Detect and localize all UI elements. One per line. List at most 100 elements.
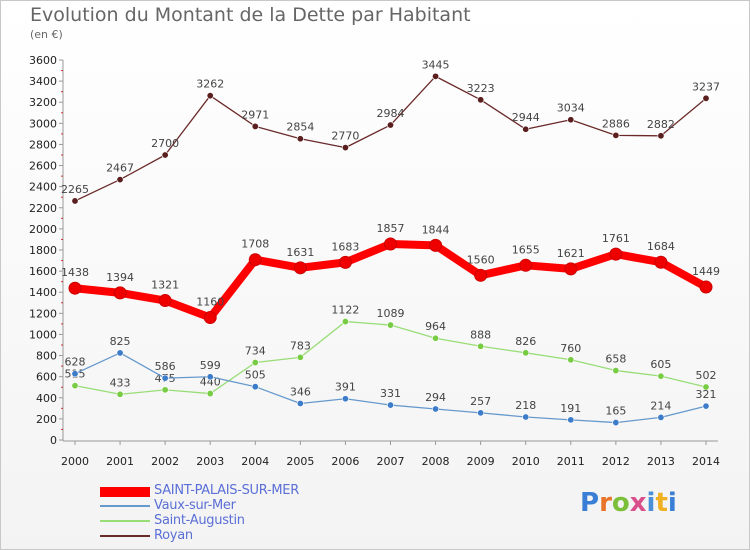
data-label: 2770 xyxy=(331,130,359,143)
data-point xyxy=(429,238,443,252)
data-label: 2265 xyxy=(61,183,89,196)
x-tick-label: 2001 xyxy=(106,455,134,468)
data-label: 826 xyxy=(515,335,536,348)
data-point xyxy=(567,116,575,124)
data-point xyxy=(657,132,665,140)
data-label: 2971 xyxy=(241,108,269,121)
x-tick-label: 2013 xyxy=(647,455,675,468)
x-tick-label: 2002 xyxy=(151,455,179,468)
data-label: 433 xyxy=(110,376,131,389)
chart-unit-label: (en €) xyxy=(30,28,63,41)
y-tick-label: 3600 xyxy=(29,54,57,67)
data-point xyxy=(386,401,394,409)
x-tick-label: 2005 xyxy=(286,455,314,468)
data-point xyxy=(699,280,713,294)
data-point xyxy=(432,405,440,413)
legend-swatch xyxy=(100,505,150,507)
legend-swatch xyxy=(100,487,150,497)
data-label: 1761 xyxy=(602,232,630,245)
data-point xyxy=(341,395,349,403)
legend-swatch xyxy=(100,520,150,522)
legend-label: SAINT-PALAIS-SUR-MER xyxy=(154,483,299,498)
proxiti-logo: Proxiti xyxy=(580,488,677,518)
y-tick-label: 1600 xyxy=(29,265,57,278)
y-tick-label: 400 xyxy=(36,392,57,405)
data-point xyxy=(702,94,710,102)
data-label: 1655 xyxy=(512,243,540,256)
data-label: 214 xyxy=(650,399,671,412)
data-label: 257 xyxy=(470,395,491,408)
x-tick-label: 2003 xyxy=(196,455,224,468)
data-label: 294 xyxy=(425,391,446,404)
y-tick-label: 3400 xyxy=(29,75,57,88)
data-label: 3223 xyxy=(467,82,495,95)
x-tick-label: 2007 xyxy=(377,455,405,468)
data-point xyxy=(206,373,214,381)
y-tick-label: 600 xyxy=(36,371,57,384)
x-tick-label: 2006 xyxy=(331,455,359,468)
data-point xyxy=(474,268,488,282)
data-point xyxy=(477,409,485,417)
logo-letter: i xyxy=(646,488,656,518)
data-label: 783 xyxy=(290,339,311,352)
data-point xyxy=(296,353,304,361)
data-point xyxy=(612,419,620,427)
data-label: 2700 xyxy=(151,137,179,150)
x-tick-label: 2000 xyxy=(61,455,89,468)
y-tick-label: 1800 xyxy=(29,244,57,257)
data-label: 2882 xyxy=(647,118,675,131)
data-point xyxy=(567,416,575,424)
data-label: 1683 xyxy=(331,240,359,253)
data-point xyxy=(296,135,304,143)
data-point xyxy=(71,370,79,378)
data-label: 3237 xyxy=(692,80,720,93)
data-label: 658 xyxy=(605,353,626,366)
x-tick-label: 2014 xyxy=(692,455,720,468)
logo-letter: P xyxy=(580,488,600,518)
logo-letter: x xyxy=(629,488,647,518)
x-tick-label: 2008 xyxy=(422,455,450,468)
data-point xyxy=(657,372,665,380)
x-tick-label: 2012 xyxy=(602,455,630,468)
y-tick-label: 2800 xyxy=(29,138,57,151)
data-point xyxy=(702,402,710,410)
y-tick-label: 1400 xyxy=(29,286,57,299)
data-point xyxy=(206,390,214,398)
data-point xyxy=(161,386,169,394)
data-point xyxy=(609,247,623,261)
data-point xyxy=(248,253,262,267)
data-label: 1857 xyxy=(377,222,405,235)
y-tick-label: 200 xyxy=(36,413,57,426)
data-label: 1449 xyxy=(692,265,720,278)
data-point xyxy=(206,92,214,100)
data-point xyxy=(519,258,533,272)
data-label: 391 xyxy=(335,381,356,394)
data-point xyxy=(386,321,394,329)
x-tick-label: 2011 xyxy=(557,455,585,468)
data-label: 628 xyxy=(65,356,86,369)
data-point xyxy=(71,197,79,205)
data-label: 2944 xyxy=(512,111,540,124)
data-label: 218 xyxy=(515,399,536,412)
data-point xyxy=(702,383,710,391)
data-point xyxy=(338,255,352,269)
data-label: 3445 xyxy=(422,58,450,71)
y-tick-label: 2000 xyxy=(29,223,57,236)
y-tick-label: 800 xyxy=(36,350,57,363)
data-point xyxy=(161,374,169,382)
data-point xyxy=(564,262,578,276)
legend-label: Royan xyxy=(154,528,193,543)
data-point xyxy=(116,349,124,357)
data-label: 1160 xyxy=(196,296,224,309)
data-point xyxy=(384,237,397,251)
x-tick-label: 2009 xyxy=(467,455,495,468)
y-tick-label: 2600 xyxy=(29,160,57,173)
x-tick-label: 2010 xyxy=(512,455,540,468)
logo-letter: t xyxy=(655,488,668,518)
data-label: 502 xyxy=(696,369,717,382)
data-point xyxy=(612,131,620,139)
data-label: 1394 xyxy=(106,271,134,284)
data-point xyxy=(657,413,665,421)
